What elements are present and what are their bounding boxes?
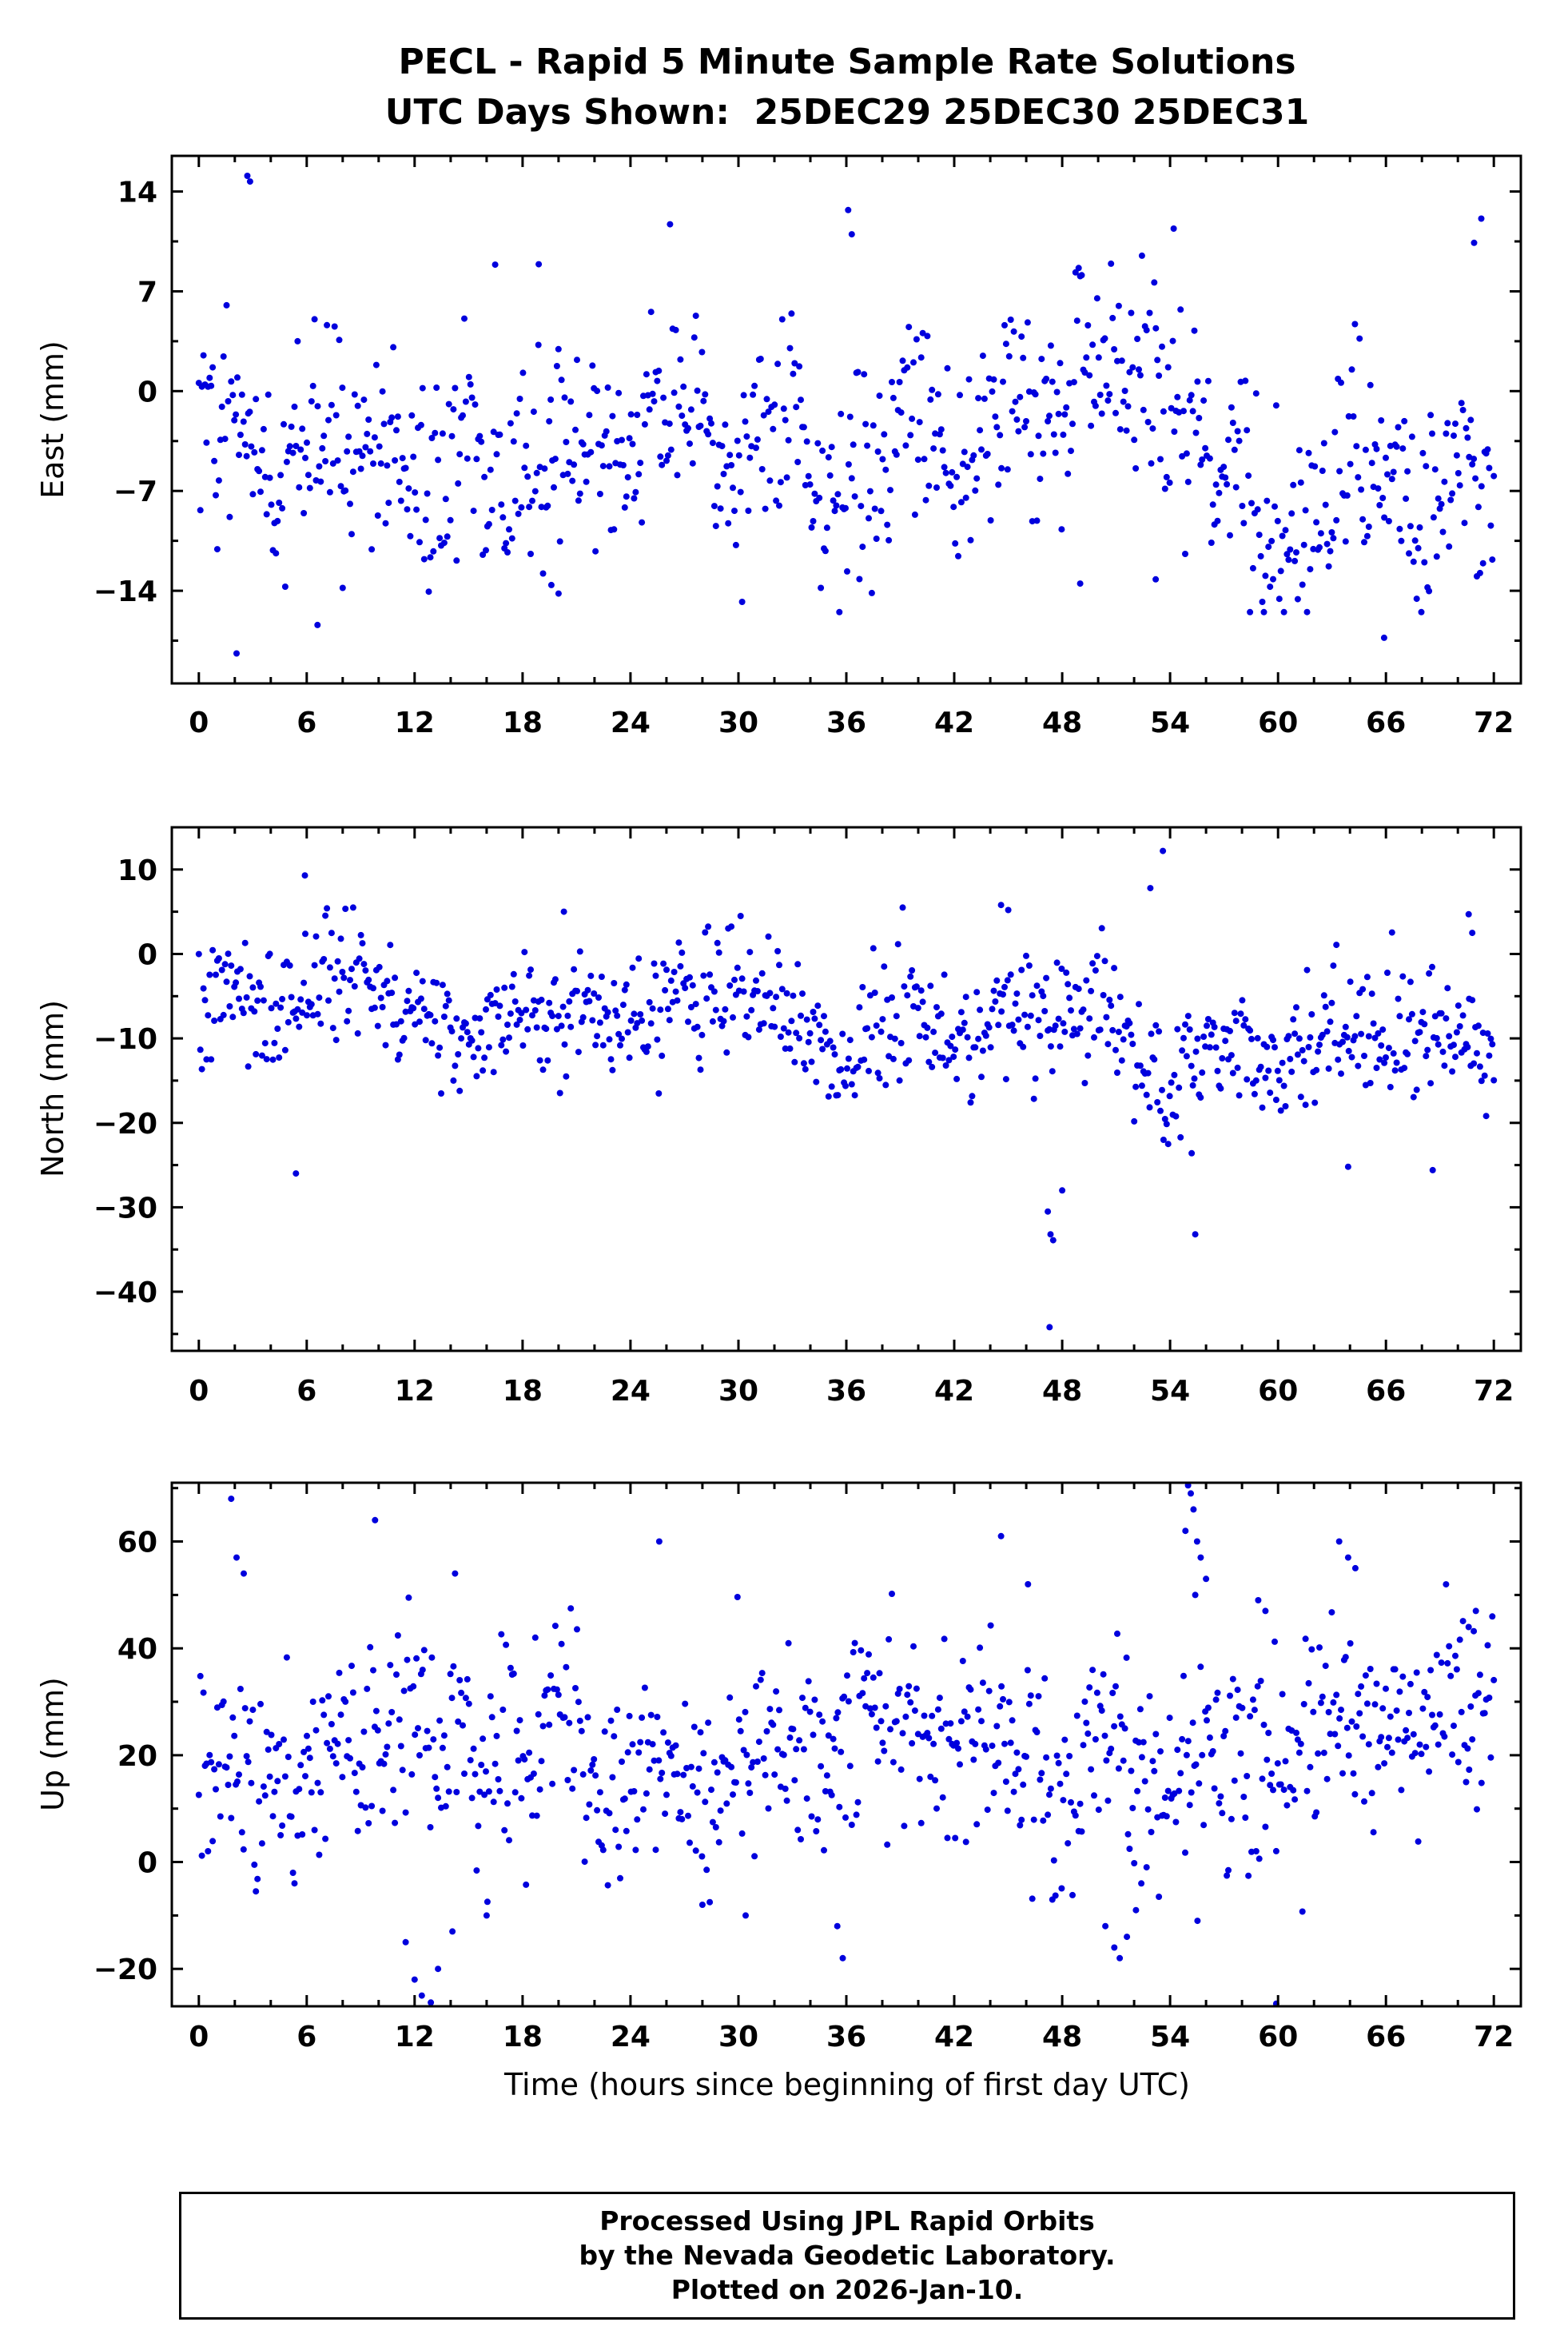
svg-text:18: 18 — [503, 707, 543, 739]
svg-text:24: 24 — [611, 1375, 651, 1408]
svg-text:−10: −10 — [94, 1023, 157, 1056]
svg-text:18: 18 — [503, 2021, 543, 2053]
svg-text:12: 12 — [395, 2021, 435, 2053]
ylabel-up: Up (mm) — [35, 1677, 70, 1811]
svg-text:20: 20 — [117, 1740, 157, 1773]
svg-text:14: 14 — [117, 177, 157, 209]
x-axis-label: Time (hours since beginning of first day… — [504, 2067, 1190, 2102]
svg-text:6: 6 — [296, 707, 316, 739]
svg-text:42: 42 — [934, 707, 974, 739]
svg-text:60: 60 — [1258, 2021, 1298, 2053]
svg-text:24: 24 — [611, 707, 651, 739]
svg-text:42: 42 — [934, 1375, 974, 1408]
svg-text:42: 42 — [934, 2021, 974, 2053]
svg-text:−30: −30 — [94, 1192, 157, 1225]
svg-text:−40: −40 — [94, 1277, 157, 1309]
svg-text:66: 66 — [1366, 2021, 1406, 2053]
svg-text:6: 6 — [296, 2021, 316, 2053]
svg-text:54: 54 — [1150, 2021, 1190, 2053]
svg-text:54: 54 — [1150, 707, 1190, 739]
svg-text:60: 60 — [1258, 1375, 1298, 1408]
svg-text:6: 6 — [296, 1375, 316, 1408]
svg-text:30: 30 — [718, 2021, 758, 2053]
svg-text:−7: −7 — [113, 476, 157, 508]
footer-line-3: Plotted on 2026-Jan-10. — [671, 2274, 1024, 2305]
svg-text:66: 66 — [1366, 707, 1406, 739]
svg-text:0: 0 — [189, 2021, 209, 2053]
svg-text:0: 0 — [189, 707, 209, 739]
svg-text:60: 60 — [1258, 707, 1298, 739]
ylabel-east: East (mm) — [35, 341, 70, 499]
chart-title-line1: PECL - Rapid 5 Minute Sample Rate Soluti… — [398, 42, 1296, 82]
footer-line-1: Processed Using JPL Rapid Orbits — [599, 2205, 1095, 2236]
svg-text:0: 0 — [137, 939, 157, 972]
svg-text:−14: −14 — [94, 576, 157, 608]
svg-text:12: 12 — [395, 707, 435, 739]
svg-text:36: 36 — [826, 1375, 866, 1408]
svg-text:24: 24 — [611, 2021, 651, 2053]
svg-text:12: 12 — [395, 1375, 435, 1408]
svg-text:10: 10 — [117, 854, 157, 887]
svg-text:18: 18 — [503, 1375, 543, 1408]
svg-text:0: 0 — [137, 376, 157, 408]
svg-text:30: 30 — [718, 1375, 758, 1408]
svg-text:36: 36 — [826, 2021, 866, 2053]
svg-text:72: 72 — [1474, 707, 1514, 739]
svg-text:72: 72 — [1474, 2021, 1514, 2053]
svg-text:−20: −20 — [94, 1954, 157, 1986]
svg-text:30: 30 — [718, 707, 758, 739]
svg-text:60: 60 — [117, 1527, 157, 1559]
footer-box: Processed Using JPL Rapid Orbits by the … — [179, 2192, 1515, 2320]
svg-text:48: 48 — [1042, 1375, 1082, 1408]
svg-text:66: 66 — [1366, 1375, 1406, 1408]
svg-text:36: 36 — [826, 707, 866, 739]
svg-text:48: 48 — [1042, 707, 1082, 739]
svg-text:40: 40 — [117, 1633, 157, 1666]
svg-text:0: 0 — [189, 1375, 209, 1408]
svg-text:0: 0 — [137, 1847, 157, 1880]
svg-text:−20: −20 — [94, 1108, 157, 1141]
svg-text:7: 7 — [137, 277, 157, 309]
chart-title-line2: UTC Days Shown: 25DEC29 25DEC30 25DEC31 — [384, 92, 1310, 133]
svg-text:48: 48 — [1042, 2021, 1082, 2053]
ylabel-north: North (mm) — [35, 999, 70, 1178]
svg-text:54: 54 — [1150, 1375, 1190, 1408]
svg-text:72: 72 — [1474, 1375, 1514, 1408]
footer-line-2: by the Nevada Geodetic Laboratory. — [579, 2240, 1116, 2271]
